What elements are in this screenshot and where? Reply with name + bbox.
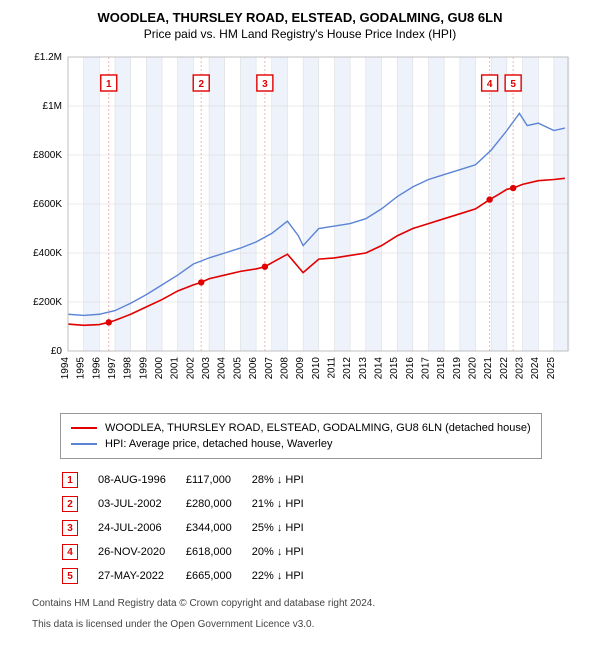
chart-subtitle: Price paid vs. HM Land Registry's House … — [10, 27, 590, 41]
svg-text:2008: 2008 — [279, 357, 290, 380]
credit-line-1: Contains HM Land Registry data © Crown c… — [32, 597, 570, 610]
svg-text:1997: 1997 — [107, 357, 118, 380]
svg-text:2012: 2012 — [342, 357, 353, 380]
marker-price: £618,000 — [186, 541, 250, 563]
svg-text:4: 4 — [487, 79, 493, 90]
legend-swatch — [71, 427, 97, 429]
marker-date: 03-JUL-2002 — [98, 493, 184, 515]
svg-text:3: 3 — [262, 79, 268, 90]
marker-number: 2 — [62, 496, 78, 512]
svg-text:2001: 2001 — [170, 357, 181, 380]
svg-text:£600K: £600K — [33, 199, 62, 210]
svg-text:2014: 2014 — [373, 357, 384, 380]
svg-text:2016: 2016 — [405, 357, 416, 380]
table-row: 1 08-AUG-1996£117,00028% ↓ HPI — [62, 469, 322, 491]
svg-text:2005: 2005 — [232, 357, 243, 380]
svg-text:2009: 2009 — [295, 357, 306, 380]
marker-number: 4 — [62, 544, 78, 560]
svg-text:2002: 2002 — [185, 357, 196, 380]
marker-date: 24-JUL-2006 — [98, 517, 184, 539]
svg-text:2003: 2003 — [201, 357, 212, 380]
marker-diff: 25% ↓ HPI — [252, 517, 322, 539]
svg-text:2010: 2010 — [311, 357, 322, 380]
marker-number: 3 — [62, 520, 78, 536]
svg-text:2021: 2021 — [483, 357, 494, 380]
legend: WOODLEA, THURSLEY ROAD, ELSTEAD, GODALMI… — [60, 413, 542, 459]
svg-text:£800K: £800K — [33, 150, 62, 161]
marker-number: 1 — [62, 472, 78, 488]
table-row: 3 24-JUL-2006£344,00025% ↓ HPI — [62, 517, 322, 539]
marker-diff: 21% ↓ HPI — [252, 493, 322, 515]
marker-date: 26-NOV-2020 — [98, 541, 184, 563]
svg-text:1996: 1996 — [91, 357, 102, 380]
marker-date: 08-AUG-1996 — [98, 469, 184, 491]
marker-price: £344,000 — [186, 517, 250, 539]
chart-title: WOODLEA, THURSLEY ROAD, ELSTEAD, GODALMI… — [10, 10, 590, 25]
svg-text:1999: 1999 — [138, 357, 149, 380]
legend-label: WOODLEA, THURSLEY ROAD, ELSTEAD, GODALMI… — [105, 422, 531, 434]
svg-text:2004: 2004 — [217, 357, 228, 380]
svg-text:2022: 2022 — [499, 357, 510, 380]
svg-text:1998: 1998 — [123, 357, 134, 380]
marker-price: £117,000 — [186, 469, 250, 491]
marker-number: 5 — [62, 568, 78, 584]
svg-text:2017: 2017 — [421, 357, 432, 380]
svg-text:1995: 1995 — [76, 357, 87, 380]
svg-text:£1M: £1M — [43, 101, 62, 112]
svg-text:2025: 2025 — [546, 357, 557, 380]
legend-swatch — [71, 443, 97, 445]
marker-data-table: 1 08-AUG-1996£117,00028% ↓ HPI 2 03-JUL-200… — [60, 467, 324, 589]
legend-item: HPI: Average price, detached house, Wave… — [71, 436, 531, 452]
svg-text:5: 5 — [510, 79, 516, 90]
svg-text:2: 2 — [198, 79, 204, 90]
legend-label: HPI: Average price, detached house, Wave… — [105, 438, 332, 450]
marker-price: £280,000 — [186, 493, 250, 515]
marker-price: £665,000 — [186, 565, 250, 587]
svg-text:2018: 2018 — [436, 357, 447, 380]
credit-line-2: This data is licensed under the Open Gov… — [32, 618, 570, 631]
svg-text:1994: 1994 — [60, 357, 71, 380]
svg-text:2013: 2013 — [358, 357, 369, 380]
marker-date: 27-MAY-2022 — [98, 565, 184, 587]
marker-diff: 22% ↓ HPI — [252, 565, 322, 587]
svg-text:2000: 2000 — [154, 357, 165, 380]
svg-text:2006: 2006 — [248, 357, 259, 380]
svg-text:£0: £0 — [51, 346, 63, 357]
svg-text:£1.2M: £1.2M — [34, 52, 62, 63]
legend-item: WOODLEA, THURSLEY ROAD, ELSTEAD, GODALMI… — [71, 420, 531, 436]
svg-text:£200K: £200K — [33, 297, 62, 308]
table-row: 4 26-NOV-2020£618,00020% ↓ HPI — [62, 541, 322, 563]
svg-text:2019: 2019 — [452, 357, 463, 380]
svg-text:2020: 2020 — [468, 357, 479, 380]
svg-text:1: 1 — [106, 79, 112, 90]
svg-text:2023: 2023 — [515, 357, 526, 380]
table-row: 5 27-MAY-2022£665,00022% ↓ HPI — [62, 565, 322, 587]
svg-text:2011: 2011 — [326, 357, 337, 379]
svg-text:£400K: £400K — [33, 248, 62, 259]
marker-diff: 28% ↓ HPI — [252, 469, 322, 491]
price-chart: £0 £200K £400K £600K £800K £1M £1.2M 1994 1995 19… — [20, 51, 580, 401]
svg-text:2007: 2007 — [264, 357, 275, 380]
table-row: 2 03-JUL-2002£280,00021% ↓ HPI — [62, 493, 322, 515]
marker-diff: 20% ↓ HPI — [252, 541, 322, 563]
svg-text:2015: 2015 — [389, 357, 400, 380]
svg-text:2024: 2024 — [530, 357, 541, 380]
